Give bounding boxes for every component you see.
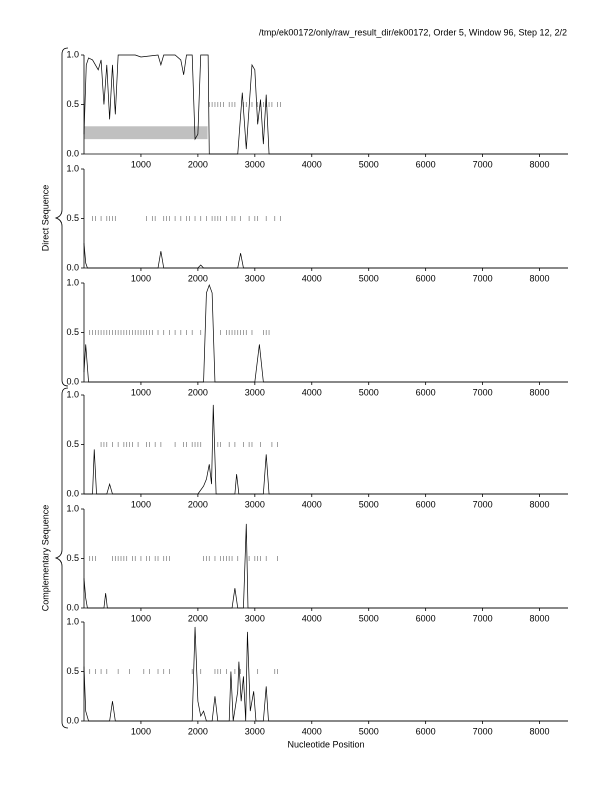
brace [54,387,69,729]
x-tick-label: 1000 [131,273,151,283]
x-tick-label: 1000 [131,613,151,623]
x-tick-label: 5000 [359,387,379,397]
region [84,126,208,140]
data-line [84,404,568,495]
x-tick-label: 7000 [473,499,493,509]
y-tick-label: 0.0 [66,148,79,158]
y-tick-label: 1.0 [66,49,79,59]
x-tick-label: 3000 [245,726,265,736]
data-line [83,523,568,609]
x-tick-label: 6000 [416,726,436,736]
x-tick-label: 1000 [131,726,151,736]
x-tick-label: 4000 [302,499,322,509]
y-tick-label: 0.5 [66,439,79,449]
x-tick-label: 6000 [416,273,436,283]
x-tick-label: 2000 [188,273,208,283]
x-tick-label: 7000 [473,159,493,169]
x-tick-label: 1000 [131,387,151,397]
y-tick-label: 0.5 [66,213,79,223]
x-tick-label: 5000 [359,273,379,283]
x-label: Nucleotide Position [287,739,364,749]
y-label: Direct Sequence [40,185,50,252]
x-tick-label: 1000 [131,159,151,169]
x-tick-label: 7000 [473,613,493,623]
x-tick-label: 8000 [530,159,550,169]
y-tick-label: 1.0 [66,616,79,626]
y-tick-label: 0.5 [66,666,79,676]
y-tick-label: 1.0 [66,503,79,513]
x-tick-label: 7000 [473,273,493,283]
x-tick-label: 7000 [473,387,493,397]
x-tick-label: 3000 [245,159,265,169]
x-tick-label: 2000 [188,613,208,623]
x-tick-label: 5000 [359,613,379,623]
x-tick-label: 6000 [416,159,436,169]
x-tick-label: 7000 [473,726,493,736]
x-tick-label: 8000 [530,499,550,509]
y-label: Complementary Sequence [40,505,50,612]
x-tick-label: 4000 [302,613,322,623]
x-tick-label: 3000 [245,387,265,397]
y-tick-label: 0.0 [66,488,79,498]
x-tick-label: 6000 [416,613,436,623]
x-tick-label: 6000 [416,387,436,397]
x-tick-label: 2000 [188,499,208,509]
x-tick-label: 3000 [245,499,265,509]
data-line [83,626,568,722]
x-tick-label: 6000 [416,499,436,509]
y-tick-label: 0.0 [66,262,79,272]
header: /tmp/ek00172/only/raw_result_dir/ek00172… [259,27,567,37]
x-tick-label: 4000 [302,159,322,169]
data-line [83,54,568,155]
y-tick-label: 0.5 [66,99,79,109]
x-tick-label: 8000 [530,387,550,397]
y-tick-label: 0.0 [66,715,79,725]
x-tick-label: 2000 [188,387,208,397]
x-tick-label: 3000 [245,613,265,623]
x-tick-label: 3000 [245,273,265,283]
x-tick-label: 4000 [302,726,322,736]
x-tick-label: 1000 [131,499,151,509]
x-tick-label: 4000 [302,273,322,283]
x-tick-label: 4000 [302,387,322,397]
y-tick-label: 0.5 [66,553,79,563]
x-tick-label: 8000 [530,273,550,283]
y-tick-label: 0.5 [66,327,79,337]
x-tick-label: 2000 [188,159,208,169]
y-tick-label: 1.0 [66,163,79,173]
y-tick-label: 1.0 [66,277,79,287]
x-tick-label: 5000 [359,726,379,736]
data-line [83,283,568,383]
x-tick-label: 8000 [530,613,550,623]
x-tick-label: 5000 [359,499,379,509]
x-tick-label: 8000 [530,726,550,736]
data-line [83,243,568,269]
y-tick-label: 0.0 [66,602,79,612]
y-tick-label: 0.0 [66,376,79,386]
brace [54,47,69,387]
x-tick-label: 2000 [188,726,208,736]
x-tick-label: 5000 [359,159,379,169]
y-tick-label: 1.0 [66,389,79,399]
